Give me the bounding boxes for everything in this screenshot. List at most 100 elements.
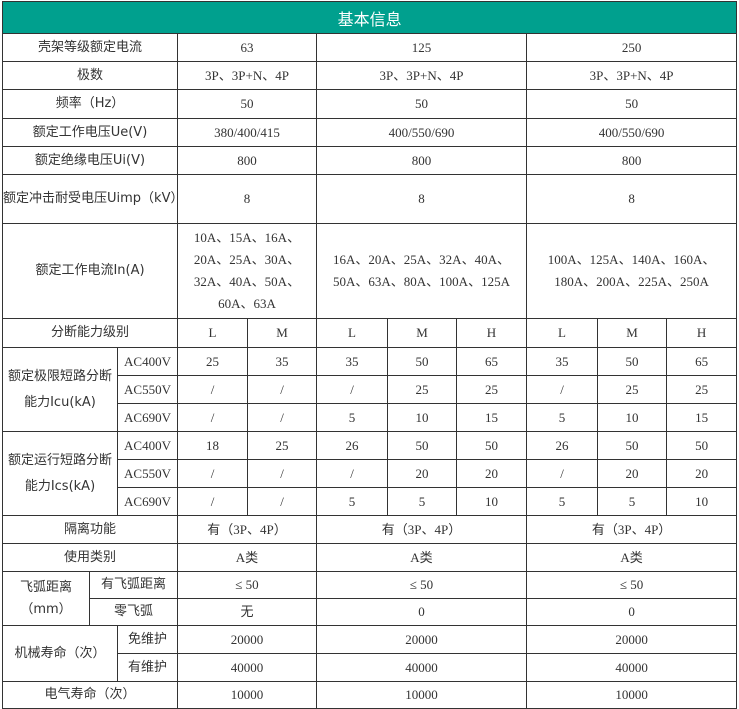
table-cell: 40000: [316, 653, 527, 682]
table-cell: /: [526, 459, 598, 488]
table-cell: M: [597, 318, 667, 348]
table-cell: 20000: [525, 625, 738, 654]
table-cell: L: [526, 318, 598, 348]
voltage-label: AC400V: [117, 347, 178, 376]
table-cell: 有（3P、4P）: [316, 515, 527, 544]
table-cell: 10: [456, 487, 527, 516]
table-cell: 40000: [177, 653, 317, 682]
table-cell: 5: [526, 403, 598, 432]
table-cell: 35: [316, 347, 388, 376]
table-cell: 25: [177, 347, 248, 376]
voltage-label: AC550V: [117, 375, 178, 404]
row-label: 分断能力级别: [2, 318, 178, 348]
table-cell: 16A、20A、25A、32A、40A、50A、63A、80A、100A、125…: [316, 223, 527, 319]
table-cell: M: [247, 318, 317, 348]
table-cell: L: [316, 318, 388, 348]
table-cell: 50: [316, 89, 527, 119]
table-cell: H: [456, 318, 527, 348]
table-cell: 3P、3P+N、4P: [177, 61, 317, 90]
voltage-label: AC690V: [117, 403, 178, 432]
table-cell: 5: [526, 487, 598, 516]
table-cell: 35: [247, 347, 317, 376]
table-cell: 3P、3P+N、4P: [525, 61, 738, 90]
table-row: 额定极限短路分断能力Icu(kA) AC400V 25 35 35 50 65 35 50 65: [2, 347, 738, 432]
table-cell: M: [387, 318, 457, 348]
table-cell: 10000: [316, 681, 527, 709]
table-cell: 400/550/690: [525, 118, 738, 147]
table-cell: 10000: [177, 681, 317, 709]
sub-label: 免维护: [117, 625, 178, 654]
table-cell: /: [316, 459, 388, 488]
table-cell: 18: [177, 431, 248, 460]
table-cell: /: [247, 487, 317, 516]
table-cell: 8: [525, 174, 738, 224]
table-cell: 0: [525, 598, 738, 626]
table-cell: ≤ 50: [525, 571, 738, 599]
table-cell: 10: [665, 487, 738, 516]
table-cell: /: [526, 375, 598, 404]
row-label: 飞弧距离（mm）: [2, 571, 90, 626]
table-cell: 800: [525, 146, 738, 175]
table-cell: 25: [665, 375, 738, 404]
table-cell: 10000: [525, 681, 738, 709]
table-title: 基本信息: [1, 1, 738, 34]
row-label: 隔离功能: [2, 515, 178, 544]
table-cell: 5: [316, 403, 388, 432]
table-row: AC550V / //25 25/25 25: [3, 375, 738, 404]
voltage-label: AC400V: [117, 431, 178, 460]
sub-label: 有维护: [117, 653, 178, 682]
table-cell: 25: [387, 375, 457, 404]
table-cell: 8: [316, 174, 527, 224]
table-cell: 800: [316, 146, 527, 175]
table-cell: 25: [456, 375, 527, 404]
row-label: 使用类别: [2, 543, 178, 572]
table-cell: 20000: [316, 625, 527, 654]
table-row: 额定工作电流In(A) 10A、15A、16A、20A、25A、30A、32A、4…: [2, 223, 738, 319]
table-row: 壳架等级额定电流 63 125 250: [2, 33, 738, 62]
table-cell: 有（3P、4P）: [177, 515, 317, 544]
table-cell: A类: [316, 543, 527, 572]
table-cell: 20: [665, 459, 738, 488]
table-cell: 250: [525, 33, 738, 62]
table-cell: 10A、15A、16A、20A、25A、30A、32A、40A、50A、60A、…: [177, 223, 317, 319]
row-label: 电气寿命（次）: [2, 681, 178, 709]
table-cell: 50: [525, 89, 738, 119]
table-cell: 26: [316, 431, 388, 460]
table-cell: 50: [387, 347, 457, 376]
table-cell: 有（3P、4P）: [525, 515, 738, 544]
table-cell: 15: [456, 403, 527, 432]
row-label: 额定运行短路分断能力Ics(kA): [2, 431, 118, 516]
row-label: 额定工作电流In(A): [2, 223, 178, 319]
row-label: 额定绝缘电压Ui(V): [2, 146, 178, 175]
table-cell: ≤ 50: [177, 571, 317, 599]
table-cell: /: [247, 375, 317, 404]
table-cell: 20: [387, 459, 457, 488]
row-label: 额定冲击耐受电压Uimp（kV）: [2, 174, 183, 224]
table-cell: ≤ 50: [316, 571, 527, 599]
table-cell: /: [177, 375, 248, 404]
table-cell: 20: [597, 459, 667, 488]
table-cell: 20: [456, 459, 527, 488]
table-row: 分断能力级别 L M L M H L M H: [2, 318, 738, 348]
table-cell: 100A、125A、140A、160A、180A、200A、225A、250A: [525, 223, 738, 319]
table-cell: 50: [456, 431, 527, 460]
row-label: 频率（Hz）: [2, 89, 178, 119]
table-row: 极数 3P、3P+N、4P 3P、3P+N、4P 3P、3P+N、4P: [2, 61, 738, 90]
table-cell: /: [316, 375, 388, 404]
table-cell: 800: [177, 146, 317, 175]
table-cell: 5: [387, 487, 457, 516]
table-cell: 20000: [177, 625, 317, 654]
table-cell: 50: [177, 89, 317, 119]
table-row: 额定运行短路分断能力Ics(kA) AC400V 18 25 26 50 50 26 50 50: [2, 431, 738, 516]
table-cell: 50: [665, 431, 738, 460]
row-label: 机械寿命（次）: [2, 625, 118, 682]
table-cell: 35: [526, 347, 598, 376]
voltage-label: AC690V: [117, 487, 178, 516]
table-cell: 50: [597, 347, 667, 376]
table-cell: 50: [387, 431, 457, 460]
table-row: 零飞弧无 0 0: [3, 598, 738, 626]
table-cell: 5: [597, 487, 667, 516]
table-cell: 3P、3P+N、4P: [316, 61, 527, 90]
table-cell: 25: [247, 431, 317, 460]
